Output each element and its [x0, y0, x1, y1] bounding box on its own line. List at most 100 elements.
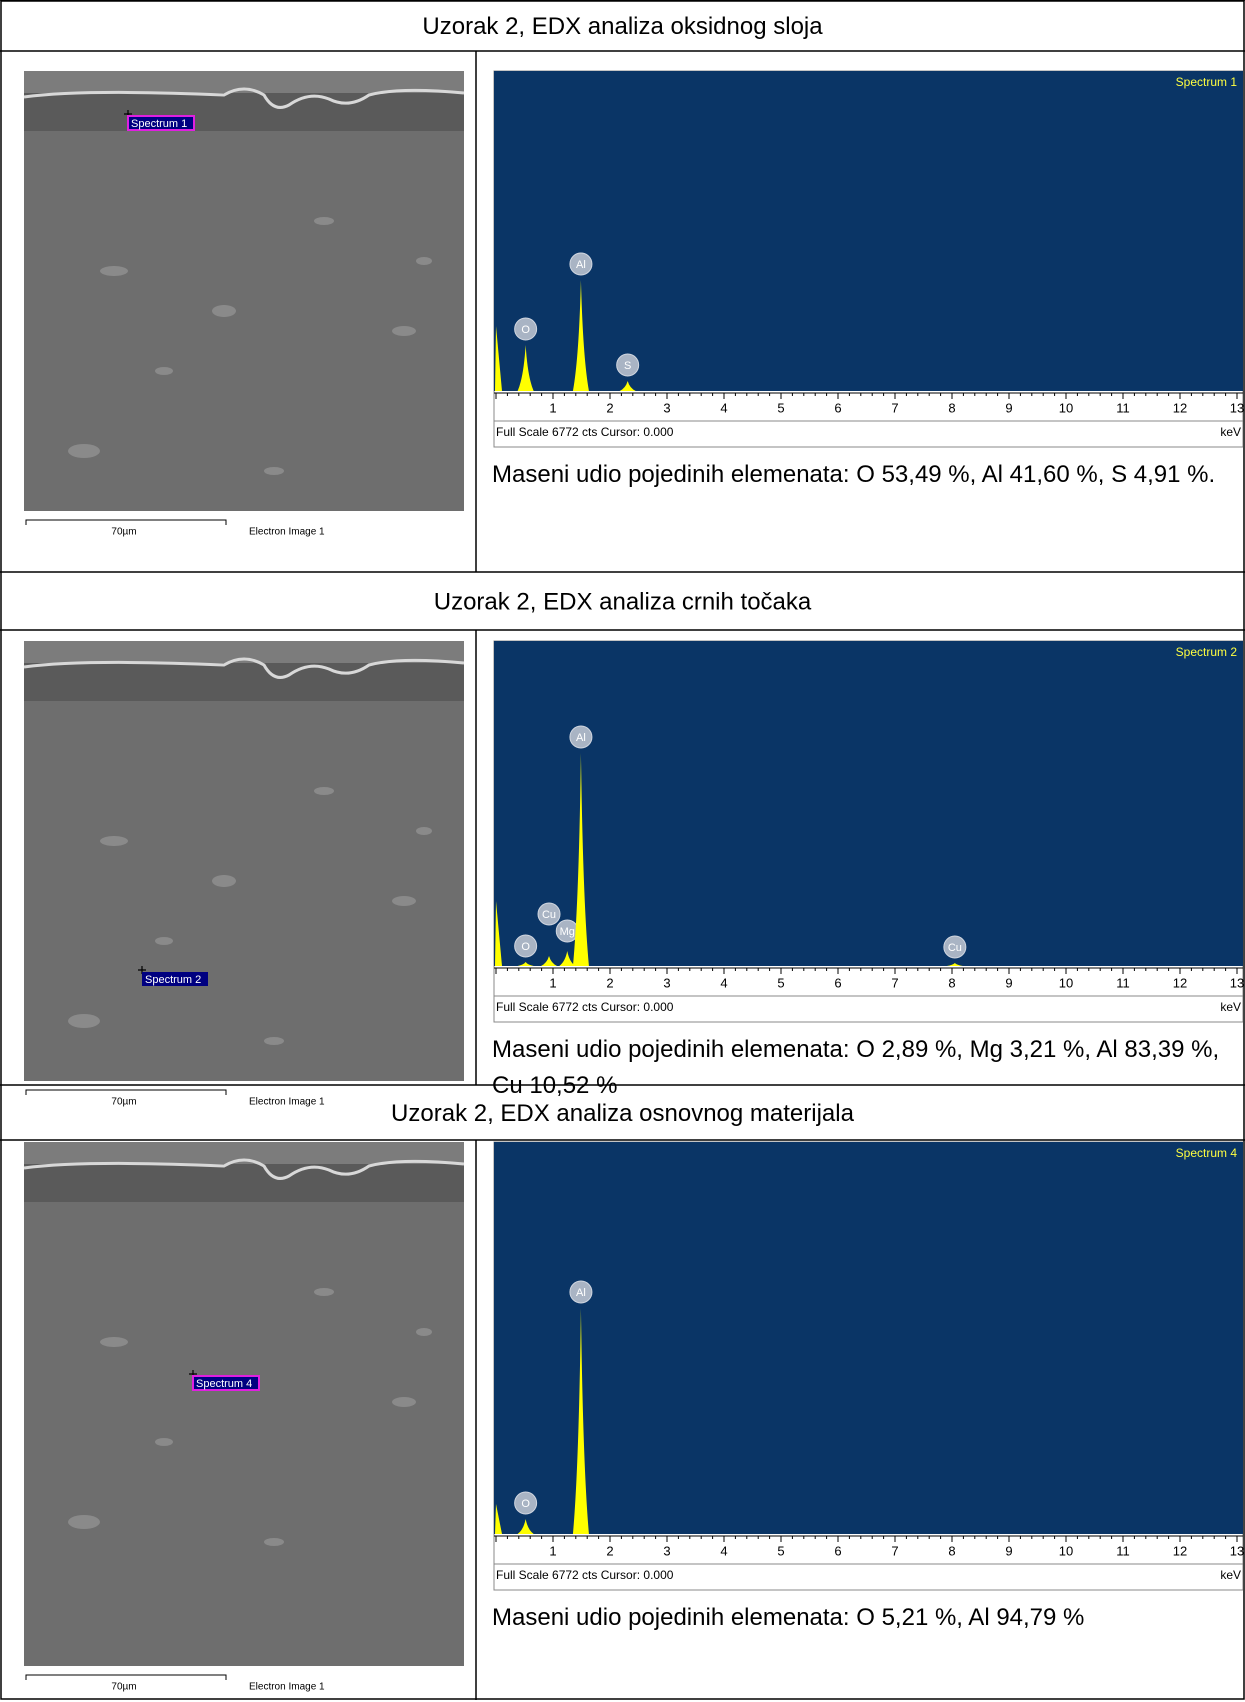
- axis-tick-label: 8: [948, 400, 955, 415]
- marker-box: [142, 972, 208, 986]
- sem-particle: [155, 937, 173, 945]
- scale-bar: [25, 1674, 227, 1680]
- section-title: Uzorak 2, EDX analiza crnih točaka: [434, 588, 812, 615]
- axis-tick-label: 10: [1059, 400, 1073, 415]
- sem-particle: [264, 467, 284, 475]
- axis-tick-label: 5: [777, 975, 784, 990]
- spectrum-label: Spectrum 2: [1176, 645, 1238, 659]
- scale-bar: [25, 519, 227, 525]
- axis-tick-label: 1: [549, 1543, 556, 1558]
- spectrum-peak: [559, 951, 576, 966]
- axis-tick-label: 4: [720, 400, 727, 415]
- spectrum-footer: Full Scale 6772 cts Cursor: 0.000: [496, 1000, 674, 1014]
- caption: Maseni udio pojedinih elemenata: O 5,21 …: [492, 1604, 1085, 1631]
- spectrum-label: Spectrum 1: [1176, 75, 1238, 89]
- peak-label: Al: [576, 1287, 586, 1299]
- axis-tick-label: 1: [549, 400, 556, 415]
- axis-tick-label: 13: [1230, 1543, 1244, 1558]
- sem-particle: [416, 257, 432, 265]
- sem-surface: [23, 1158, 465, 1180]
- peak-label: O: [521, 324, 530, 336]
- sem-image: [24, 71, 464, 511]
- sem-image: [24, 641, 464, 1081]
- sem-particle: [155, 1438, 173, 1446]
- peak-badge: [569, 252, 593, 276]
- peak-label: Al: [576, 259, 586, 271]
- axis-tick-label: 7: [891, 1543, 898, 1558]
- spectrum-peak: [541, 956, 558, 966]
- axis-tick-label: 1: [549, 975, 556, 990]
- caption: Maseni udio pojedinih elemenata: O 53,49…: [492, 461, 1216, 488]
- axis-tick-label: 13: [1230, 975, 1244, 990]
- sem-particle: [68, 444, 100, 458]
- axis-tick-label: 2: [606, 975, 613, 990]
- axis-tick-label: 8: [948, 1543, 955, 1558]
- peak-label: Cu: [948, 942, 962, 954]
- axis-tick-label: 3: [663, 975, 670, 990]
- axis-tick-label: 2: [606, 400, 613, 415]
- spectrum-edge: [495, 901, 502, 966]
- marker-label: Spectrum 2: [145, 974, 201, 986]
- spectrum-label: Spectrum 4: [1176, 1146, 1238, 1160]
- sem-particle: [155, 367, 173, 375]
- peak-label: S: [624, 360, 631, 372]
- section-title: Uzorak 2, EDX analiza oksidnog sloja: [422, 13, 823, 40]
- sem-particle: [392, 896, 416, 906]
- sem-image: [24, 1142, 464, 1666]
- axis-tick-label: 2: [606, 1543, 613, 1558]
- image-label: Electron Image 1: [249, 527, 325, 538]
- axis-tick-label: 7: [891, 400, 898, 415]
- peak-badge: [569, 725, 593, 749]
- scale-bar-label: 70µm: [111, 1097, 136, 1108]
- sem-particle: [100, 836, 128, 846]
- axis-tick-label: 5: [777, 400, 784, 415]
- axis-tick-label: 6: [834, 400, 841, 415]
- sem-particle: [416, 1328, 432, 1336]
- spectrum-peak: [517, 345, 534, 391]
- peak-badge: [537, 902, 561, 926]
- spectrum-edge: [495, 326, 502, 391]
- caption-box: Maseni udio pojedinih elemenata: O 53,49…: [492, 461, 1216, 488]
- spectrum-plot: [494, 71, 1243, 391]
- axis-tick-label: 11: [1116, 975, 1130, 990]
- section-title: Uzorak 2, EDX analiza osnovnog materijal…: [391, 1100, 855, 1127]
- sem-particle: [314, 787, 334, 795]
- axis-tick-label: 11: [1116, 1543, 1130, 1558]
- spectrum-peak: [572, 1308, 589, 1534]
- marker-label: Spectrum 1: [131, 118, 187, 130]
- spectrum-plot: [494, 1142, 1243, 1534]
- sem-top-band: [24, 641, 464, 663]
- peak-label: Cu: [542, 909, 556, 921]
- image-label: Electron Image 1: [249, 1682, 325, 1693]
- sem-surface: [23, 87, 465, 109]
- peak-label: Mg: [560, 926, 575, 938]
- peak-badge: [514, 934, 538, 958]
- image-label: Electron Image 1: [249, 1097, 325, 1108]
- peak-badge: [514, 1491, 538, 1515]
- spectrum-peak: [517, 1519, 534, 1534]
- spectrum-unit: keV: [1220, 1568, 1241, 1582]
- axis-tick-label: 3: [663, 400, 670, 415]
- sem-particle: [212, 305, 236, 317]
- peak-label: Al: [576, 732, 586, 744]
- scale-bar: [25, 1089, 227, 1095]
- spectrum-edge: [495, 1504, 502, 1534]
- sem-particle: [212, 875, 236, 887]
- axis-tick-label: 4: [720, 975, 727, 990]
- spectrum-peak: [572, 753, 589, 966]
- axis-tick-label: 5: [777, 1543, 784, 1558]
- axis-tick-label: 9: [1005, 1543, 1012, 1558]
- sem-particle: [314, 217, 334, 225]
- axis-tick-label: 10: [1059, 1543, 1073, 1558]
- spectrum-peak: [572, 280, 589, 391]
- spectrum-plot: [494, 641, 1243, 966]
- scale-bar-label: 70µm: [111, 527, 136, 538]
- caption-box: Maseni udio pojedinih elemenata: O 2,89 …: [492, 1036, 1219, 1099]
- sem-particle: [100, 266, 128, 276]
- axis-tick-label: 13: [1230, 400, 1244, 415]
- peak-badge: [569, 1280, 593, 1304]
- sem-top-band: [24, 71, 464, 93]
- sem-surface: [23, 657, 465, 679]
